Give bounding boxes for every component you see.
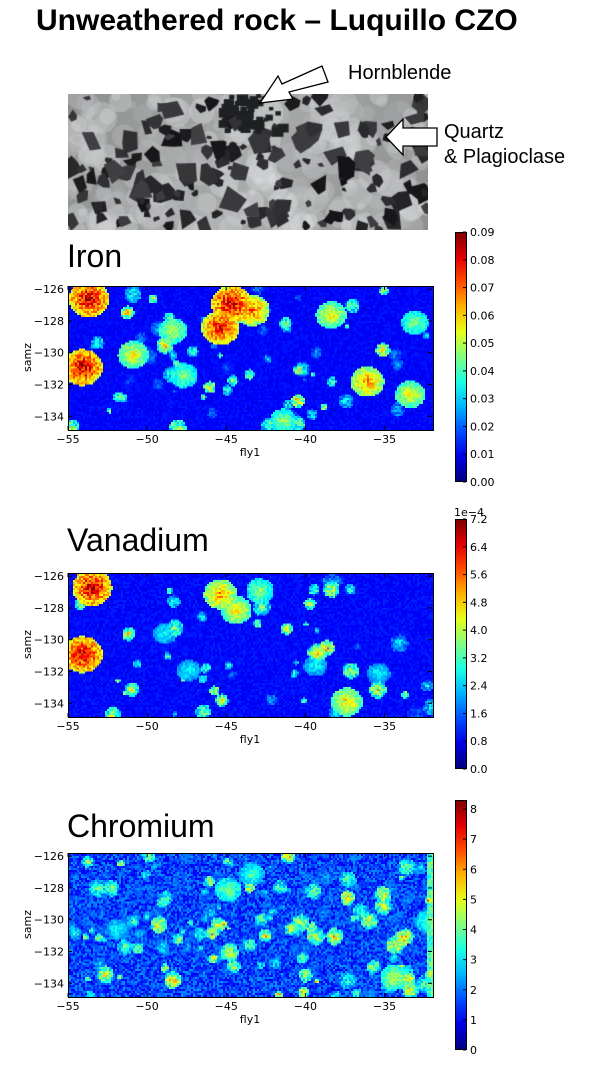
x-axis-label: fly1 — [240, 733, 260, 746]
colorbar-tick-label: 0.04 — [470, 365, 495, 378]
y-tick-label: −134 — [34, 977, 64, 990]
hornblende-arrow — [258, 65, 329, 104]
y-tick-label: −132 — [34, 379, 64, 392]
y-tick-label: −126 — [34, 570, 64, 583]
x-tick-label: −40 — [294, 433, 317, 446]
y-tick-label: −126 — [34, 850, 64, 863]
x-tick-label: −50 — [136, 433, 159, 446]
colorbar-tick-label: 2 — [470, 984, 477, 997]
quartz-label-line1: Quartz — [444, 121, 505, 143]
y-axis-label: samz — [21, 343, 34, 372]
rock-photo — [68, 94, 428, 230]
iron-colorbar — [455, 232, 467, 482]
colorbar-tick-label: 0 — [470, 1044, 477, 1057]
x-tick-label: −40 — [294, 720, 317, 733]
colorbar-tick-label: 0.08 — [470, 254, 495, 267]
colorbar-tick-label: 6.4 — [470, 541, 488, 554]
callout-arrows — [258, 65, 438, 157]
chromium-heatmap-canvas — [69, 854, 433, 997]
y-tick-label: −134 — [34, 697, 64, 710]
colorbar-tick-label: 7.2 — [470, 513, 488, 526]
y-axis-label: samz — [21, 630, 34, 659]
colorbar-tick-label: 3 — [470, 954, 477, 967]
vanadium-title: Vanadium — [67, 522, 209, 558]
colorbar-tick-label: 2.4 — [470, 680, 488, 693]
colorbar-tick-label: 7 — [470, 833, 477, 846]
x-tick-label: −45 — [215, 1000, 238, 1013]
vanadium-heatmap-canvas — [69, 574, 433, 717]
chromium-title: Chromium — [67, 808, 215, 844]
colorbar-tick-label: 0.03 — [470, 393, 495, 406]
chromium-heatmap — [68, 853, 434, 998]
y-tick-label: −132 — [34, 946, 64, 959]
chromium-colorbar — [455, 800, 467, 1050]
iron-title: Iron — [67, 238, 123, 274]
vanadium-heatmap — [68, 573, 434, 718]
y-tick-label: −126 — [34, 283, 64, 296]
x-tick-label: −50 — [136, 1000, 159, 1013]
y-tick-label: −130 — [34, 634, 64, 647]
vanadium-colorbar — [455, 519, 467, 769]
colorbar-tick-label: 5.6 — [470, 569, 488, 582]
y-tick-label: −134 — [34, 410, 64, 423]
colorbar-tick-label: 0.00 — [470, 476, 495, 489]
colorbar-tick-label: 0.07 — [470, 282, 495, 295]
y-tick-label: −130 — [34, 347, 64, 360]
x-tick-label: −50 — [136, 720, 159, 733]
x-axis-label: fly1 — [240, 1013, 260, 1026]
y-tick-label: −132 — [34, 666, 64, 679]
quartz-label-line2: & Plagioclase — [444, 146, 566, 168]
x-tick-label: −40 — [294, 1000, 317, 1013]
colorbar-tick-label: 4.0 — [470, 624, 488, 637]
colorbar-tick-label: 4 — [470, 924, 477, 937]
x-tick-label: −55 — [56, 720, 79, 733]
x-tick-label: −55 — [56, 433, 79, 446]
colorbar-tick-label: 6 — [470, 863, 477, 876]
iron-heatmap — [68, 286, 434, 431]
rock-texture — [68, 94, 428, 230]
colorbar-tick-label: 0.01 — [470, 448, 495, 461]
colorbar-tick-label: 0.05 — [470, 337, 495, 350]
colorbar-tick-label: 1.6 — [470, 707, 488, 720]
x-tick-label: −35 — [373, 433, 396, 446]
y-axis-label: samz — [21, 910, 34, 939]
y-tick-label: −130 — [34, 914, 64, 927]
x-tick-label: −35 — [373, 720, 396, 733]
colorbar-tick-label: 3.2 — [470, 652, 488, 665]
colorbar-tick-label: 0.8 — [470, 735, 488, 748]
x-tick-label: −35 — [373, 1000, 396, 1013]
colorbar-tick-label: 0.06 — [470, 309, 495, 322]
x-tick-label: −55 — [56, 1000, 79, 1013]
colorbar-tick-label: 0.0 — [470, 763, 488, 776]
colorbar-tick-label: 4.8 — [470, 596, 488, 609]
quartz-arrow — [385, 117, 438, 157]
y-tick-label: −128 — [34, 602, 64, 615]
y-tick-label: −128 — [34, 315, 64, 328]
x-axis-label: fly1 — [240, 446, 260, 459]
colorbar-tick-label: 5 — [470, 893, 477, 906]
x-tick-label: −45 — [215, 433, 238, 446]
x-tick-label: −45 — [215, 720, 238, 733]
colorbar-multiplier: 1e−4 — [454, 506, 484, 519]
page-title: Unweathered rock – Luquillo CZO — [36, 4, 518, 37]
colorbar-tick-label: 1 — [470, 1014, 477, 1027]
hornblende-label: Hornblende — [348, 62, 452, 84]
colorbar-tick-label: 0.02 — [470, 420, 495, 433]
iron-heatmap-canvas — [69, 287, 433, 430]
colorbar-tick-label: 8 — [470, 803, 477, 816]
y-tick-label: −128 — [34, 882, 64, 895]
colorbar-tick-label: 0.09 — [470, 226, 495, 239]
